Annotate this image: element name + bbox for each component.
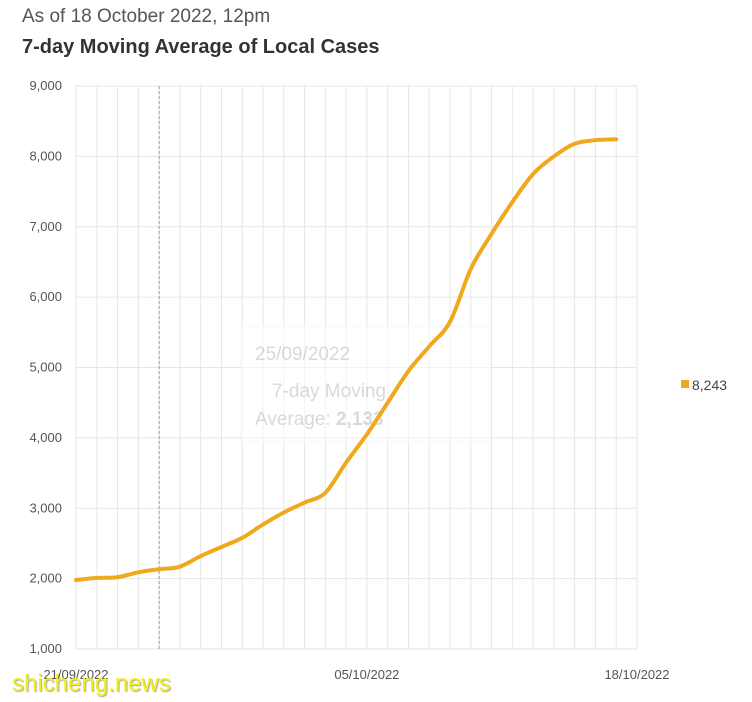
chart-subtitle: As of 18 October 2022, 12pm (22, 6, 271, 27)
series-line-7day-avg[interactable] (74, 137, 619, 583)
y-tick-label: 8,000 (29, 148, 62, 163)
y-tick-label: 5,000 (29, 360, 62, 375)
watermark: shicheng.news (12, 670, 171, 697)
legend-value: 8,243 (692, 377, 727, 393)
tooltip-date: 25/09/2022 (255, 344, 350, 365)
y-tick-label: 6,000 (29, 289, 62, 304)
y-tick-label: 3,000 (29, 500, 62, 515)
tooltip: 25/09/2022 7-day Moving Average: 2,133 (240, 325, 492, 443)
x-axis-tick-labels: 21/09/2022 05/10/2022 18/10/2022 (43, 667, 669, 682)
y-tick-label: 7,000 (29, 219, 62, 234)
tooltip-label-line2: Average: 2,133 (255, 409, 384, 430)
chart-title: 7-day Moving Average of Local Cases (22, 36, 380, 58)
tooltip-label-line1: 7-day Moving (272, 381, 386, 402)
y-tick-label: 2,000 (29, 571, 62, 586)
y-axis-tick-labels: 1,000 2,000 3,000 4,000 5,000 6,000 7,000 8,000… (29, 78, 62, 656)
x-tick-label: 21/09/2022 (43, 667, 108, 682)
x-tick-label: 18/10/2022 (604, 667, 669, 682)
tooltip-label-prefix: Average: (255, 409, 336, 430)
tooltip-box (240, 325, 492, 443)
y-tick-label: 4,000 (29, 430, 62, 445)
y-tick-label: 1,000 (29, 641, 62, 656)
legend[interactable]: 8,243 (681, 377, 727, 393)
x-tick-label: 05/10/2022 (334, 667, 399, 682)
legend-swatch (681, 380, 689, 388)
y-tick-label: 9,000 (29, 78, 62, 93)
